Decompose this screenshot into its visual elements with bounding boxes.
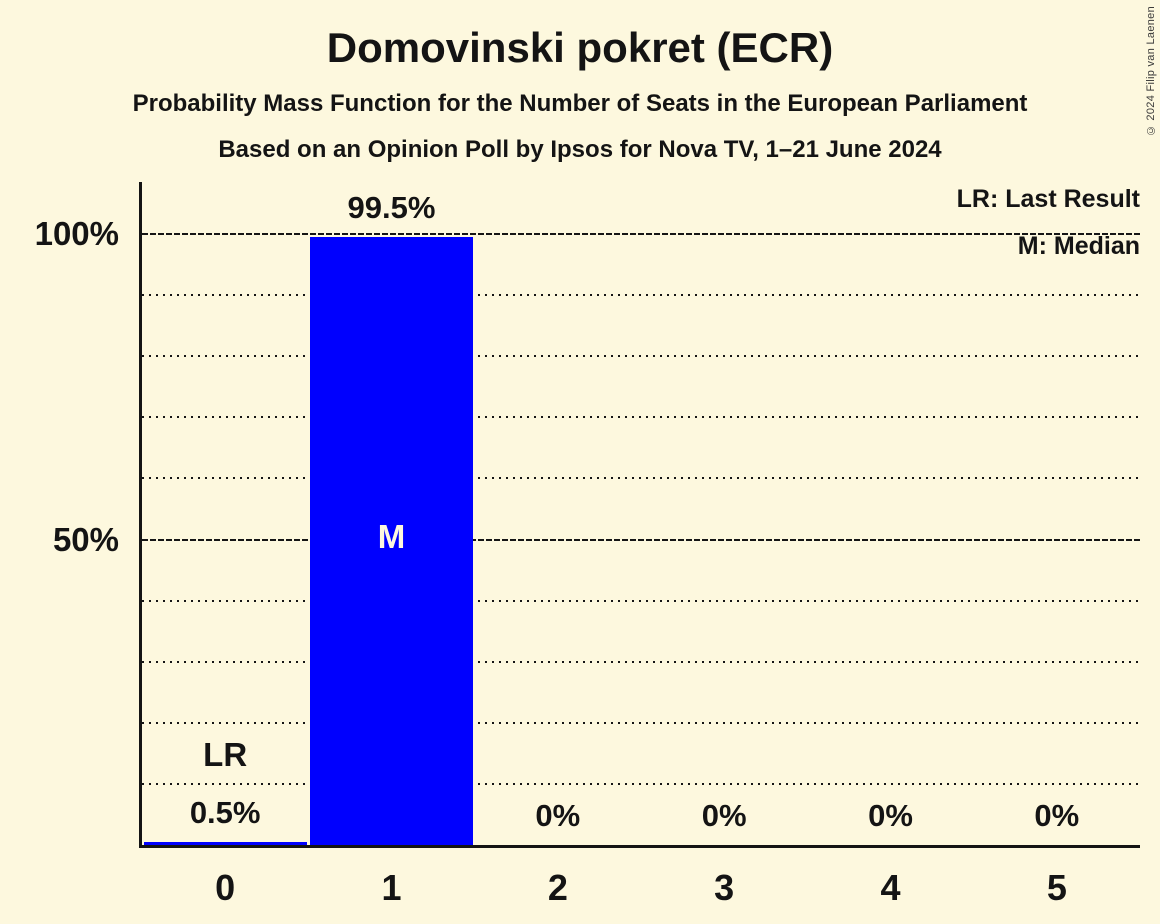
x-axis-tick-2: 2 [547, 867, 568, 908]
legend-last-result: LR: Last Result [956, 185, 1140, 213]
x-axis-tick-1: 1 [381, 867, 402, 908]
gridline-50pct [142, 538, 1140, 541]
chart-source-line: Based on an Opinion Poll by Ipsos for No… [218, 136, 942, 163]
annotation-lr-seats-0: LR [203, 735, 248, 773]
y-axis-tick-50: 50% [52, 520, 119, 558]
x-axis-tick-3: 3 [714, 867, 735, 908]
annotation-m-seats-1: M [377, 518, 406, 556]
gridline-100pct [142, 233, 1140, 235]
x-axis-tick-0: 0 [215, 867, 236, 908]
x-axis-tick-5: 5 [1046, 867, 1067, 908]
gridline-70pct [142, 416, 1140, 419]
copyright-note: © 2024 Filip van Laenen [1145, 6, 1157, 137]
gridline-20pct [142, 721, 1140, 724]
value-label-seats-3: 0% [701, 798, 747, 833]
chart-subtitle: Probability Mass Function for the Number… [132, 90, 1028, 117]
plot-area: LR: Last Result M: Median 100% 50% 0.5% 0 99… [35, 182, 1140, 907]
value-label-seats-4: 0% [868, 798, 913, 833]
gridline-80pct [142, 355, 1140, 358]
gridline-90pct [142, 294, 1140, 297]
gridline-40pct [142, 599, 1140, 602]
chart-title: Domovinski pokret (ECR) [326, 24, 834, 71]
value-label-seats-2: 0% [535, 798, 581, 833]
x-axis-tick-4: 4 [880, 867, 901, 908]
bar-seats-0 [143, 841, 307, 845]
y-axis-tick-100: 100% [34, 215, 119, 252]
value-label-seats-0: 0.5% [189, 794, 261, 830]
gridline-60pct [142, 477, 1140, 480]
chart-header: Domovinski pokret (ECR) Probability Mass… [0, 0, 1160, 164]
bar-seats-1 [310, 237, 473, 845]
value-label-seats-5: 0% [1034, 798, 1080, 833]
gridline-30pct [142, 660, 1140, 663]
legend-median: M: Median [1017, 232, 1140, 260]
value-label-seats-1: 99.5% [347, 190, 436, 226]
gridline-10pct [142, 782, 1140, 785]
